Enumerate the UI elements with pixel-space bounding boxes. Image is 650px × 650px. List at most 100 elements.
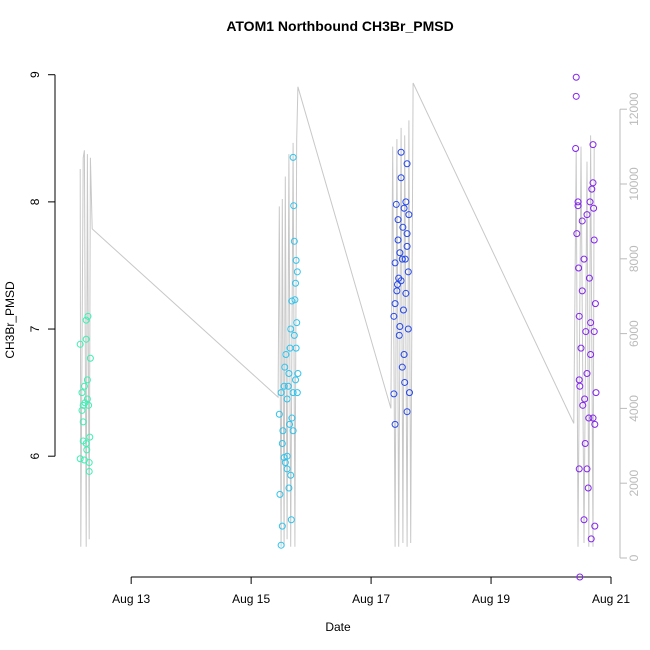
x-tick-label: Aug 13	[112, 592, 150, 606]
y-tick-label: 9	[28, 71, 42, 78]
point	[587, 535, 595, 543]
point	[76, 455, 84, 463]
point	[392, 200, 400, 208]
point	[285, 370, 293, 378]
point	[397, 174, 405, 182]
point	[289, 389, 297, 397]
point	[290, 331, 298, 339]
point	[78, 406, 86, 414]
x-tick-label: Aug 21	[592, 592, 630, 606]
point	[575, 376, 583, 384]
point	[398, 363, 406, 371]
point	[402, 289, 410, 297]
point	[404, 268, 412, 276]
y-axis-label: CH3Br_PMSD	[3, 281, 17, 359]
point	[575, 312, 583, 320]
point	[394, 216, 402, 224]
point	[283, 465, 291, 473]
point	[583, 370, 591, 378]
point	[277, 541, 285, 549]
point	[289, 427, 297, 435]
point	[592, 389, 600, 397]
point	[405, 211, 413, 219]
point	[282, 350, 290, 358]
point	[275, 410, 283, 418]
x-axis-label: Date	[325, 620, 351, 634]
point	[292, 256, 300, 264]
point	[575, 264, 583, 272]
point	[390, 390, 398, 398]
point	[589, 141, 597, 149]
point	[589, 414, 597, 422]
point	[290, 202, 298, 210]
point	[586, 198, 594, 206]
point	[587, 350, 595, 358]
point	[578, 217, 586, 225]
point	[390, 312, 398, 320]
point	[287, 516, 295, 524]
point	[403, 160, 411, 168]
point	[86, 354, 94, 362]
point	[278, 439, 286, 447]
point	[281, 459, 289, 467]
point	[590, 236, 598, 244]
point	[400, 350, 408, 358]
point	[574, 198, 582, 206]
point	[284, 382, 292, 390]
point	[85, 459, 93, 467]
point	[585, 274, 593, 282]
point	[577, 344, 585, 352]
point	[582, 328, 590, 336]
point	[401, 255, 409, 263]
point	[403, 242, 411, 250]
point	[83, 446, 91, 454]
x-tick-label: Aug 19	[472, 592, 510, 606]
point	[401, 378, 409, 386]
point	[400, 204, 408, 212]
point	[82, 335, 90, 343]
point	[572, 144, 580, 152]
point	[573, 230, 581, 238]
point	[587, 319, 595, 327]
x-tick-label: Aug 17	[352, 592, 390, 606]
y2-tick-label: 10000	[627, 167, 641, 201]
point	[574, 202, 582, 210]
point	[396, 249, 404, 257]
point	[276, 490, 284, 498]
point	[283, 452, 291, 460]
point	[391, 420, 399, 428]
point	[575, 465, 583, 473]
point	[293, 389, 301, 397]
point	[83, 376, 91, 384]
point	[405, 389, 413, 397]
point	[281, 363, 289, 371]
point	[292, 279, 300, 287]
y-tick-label: 7	[28, 325, 42, 332]
point	[581, 395, 589, 403]
point	[277, 389, 285, 397]
point	[283, 395, 291, 403]
point	[591, 420, 599, 428]
point	[591, 300, 599, 308]
point	[85, 467, 93, 475]
point	[279, 427, 287, 435]
point	[394, 236, 402, 244]
point	[287, 471, 295, 479]
point	[578, 287, 586, 295]
line-series	[79, 82, 595, 547]
point	[576, 573, 584, 581]
y2-tick-label: 0	[627, 554, 641, 561]
point	[398, 255, 406, 263]
point	[572, 92, 580, 100]
point	[396, 322, 404, 330]
point	[585, 414, 593, 422]
point	[399, 223, 407, 231]
point	[78, 389, 86, 397]
y-tick-label: 8	[28, 198, 42, 205]
y2-tick-label: 6000	[627, 320, 641, 347]
point	[590, 204, 598, 212]
y-tick-label: 6	[28, 453, 42, 460]
point	[583, 465, 591, 473]
point	[292, 344, 300, 352]
